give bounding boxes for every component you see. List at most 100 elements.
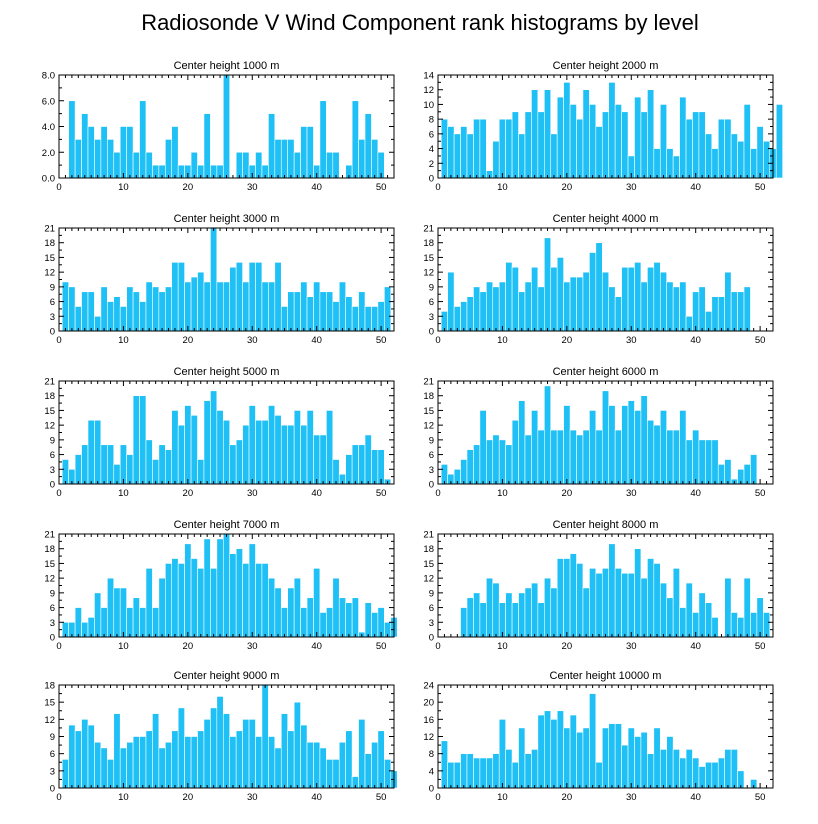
- y-tick-label: 0: [429, 633, 434, 644]
- y-tick-label: 6: [50, 450, 55, 461]
- histogram-bar: [152, 713, 160, 789]
- histogram-bar: [351, 444, 359, 485]
- histogram-bar: [679, 757, 687, 789]
- histogram-bar: [601, 271, 610, 332]
- histogram-bar: [313, 434, 321, 485]
- histogram-bar: [248, 405, 256, 485]
- histogram-bar: [68, 286, 76, 332]
- histogram-bar: [672, 155, 680, 179]
- histogram-bar: [332, 301, 340, 332]
- histogram-bar: [498, 719, 506, 789]
- histogram-bar: [743, 286, 751, 332]
- x-tick-label: 0: [435, 335, 440, 346]
- histogram-bar: [210, 390, 218, 485]
- histogram-bar: [460, 753, 468, 789]
- histogram-bar: [666, 736, 674, 789]
- histogram-bar: [338, 281, 346, 332]
- histogram-bar: [326, 151, 334, 179]
- panel-title: Center height 4000 m: [553, 213, 659, 225]
- histogram-bar: [518, 400, 526, 485]
- histogram-bar: [627, 266, 635, 332]
- histogram-bar: [107, 759, 115, 789]
- y-tick-label: 3: [50, 465, 55, 476]
- histogram-bar: [242, 719, 250, 789]
- histogram-bar: [692, 111, 700, 179]
- histogram-bar: [563, 558, 571, 638]
- histogram-bar: [384, 286, 392, 332]
- histogram-bar: [473, 592, 481, 638]
- histogram-bar: [511, 761, 519, 789]
- histogram-bar: [319, 291, 327, 332]
- histogram-bar: [608, 82, 616, 179]
- histogram-bar: [589, 252, 597, 332]
- x-tick-label: 50: [755, 792, 766, 803]
- histogram-bar: [486, 439, 494, 485]
- x-tick-label: 40: [690, 641, 701, 652]
- y-tick-label: 14: [423, 71, 434, 82]
- y-tick-label: 12: [423, 732, 434, 743]
- y-tick-label: 3: [429, 618, 434, 629]
- histogram-bar: [280, 139, 289, 179]
- histogram-bar: [473, 118, 481, 179]
- y-tick-label: 0: [429, 174, 434, 185]
- histogram-bar: [255, 262, 263, 332]
- histogram-bar: [466, 753, 474, 789]
- histogram-bar: [518, 592, 526, 638]
- histogram-bar: [614, 429, 622, 485]
- histogram-bar: [531, 749, 539, 789]
- histogram-bar: [698, 439, 706, 485]
- histogram-bar: [698, 286, 706, 332]
- y-tick-label: 9: [429, 282, 434, 293]
- panel-title: Center height 10000 m: [550, 670, 662, 682]
- x-tick-label: 10: [497, 335, 508, 346]
- y-tick-label: 18: [44, 238, 55, 249]
- histogram-bar: [453, 761, 461, 789]
- y-tick-label: 15: [44, 406, 55, 417]
- histogram-bar: [351, 597, 359, 638]
- histogram-bar: [460, 301, 468, 332]
- y-tick-label: 2: [429, 159, 434, 170]
- histogram-bar: [126, 741, 134, 789]
- histogram-bar: [679, 607, 687, 638]
- histogram-bar: [203, 538, 211, 638]
- histogram-bar: [608, 723, 616, 789]
- histogram-bar: [608, 543, 616, 638]
- histogram-bar: [717, 118, 725, 179]
- panel-title: Center height 1000 m: [174, 60, 280, 72]
- histogram-bar: [505, 262, 513, 332]
- x-tick-label: 30: [247, 792, 258, 803]
- histogram-bar: [711, 148, 719, 179]
- histogram-bar: [505, 592, 513, 638]
- histogram-bar: [126, 454, 134, 485]
- histogram-bar: [569, 104, 577, 179]
- histogram-bar: [711, 761, 719, 789]
- histogram-bar: [537, 429, 545, 485]
- panel-title: Center height 7000 m: [174, 519, 280, 531]
- panel-title: Center height 2000 m: [553, 60, 659, 72]
- histogram-bar: [679, 410, 687, 485]
- histogram-bar: [145, 730, 153, 789]
- histogram-bar: [132, 291, 140, 332]
- histogram-bar: [197, 730, 205, 789]
- histogram-bar: [293, 410, 301, 485]
- histogram-bar: [132, 736, 140, 789]
- histogram-bar: [313, 568, 321, 638]
- histogram-bar: [326, 607, 334, 638]
- histogram-bar: [165, 139, 173, 179]
- histogram-bar: [107, 139, 115, 179]
- histogram-bar: [306, 126, 314, 179]
- histogram-bar: [351, 100, 359, 179]
- histogram-bar: [601, 390, 610, 485]
- histogram-bar: [486, 577, 494, 638]
- y-tick-label: 3: [50, 766, 55, 777]
- x-tick-label: 30: [626, 792, 637, 803]
- histogram-bar: [280, 713, 289, 789]
- histogram-bar: [377, 730, 385, 789]
- x-tick-label: 30: [247, 641, 258, 652]
- histogram-bar: [132, 395, 140, 485]
- histogram-bar: [203, 281, 211, 332]
- histogram-bar: [100, 286, 108, 332]
- histogram-bar: [634, 410, 642, 485]
- histogram-bar: [255, 736, 263, 789]
- histogram-bar: [498, 602, 506, 638]
